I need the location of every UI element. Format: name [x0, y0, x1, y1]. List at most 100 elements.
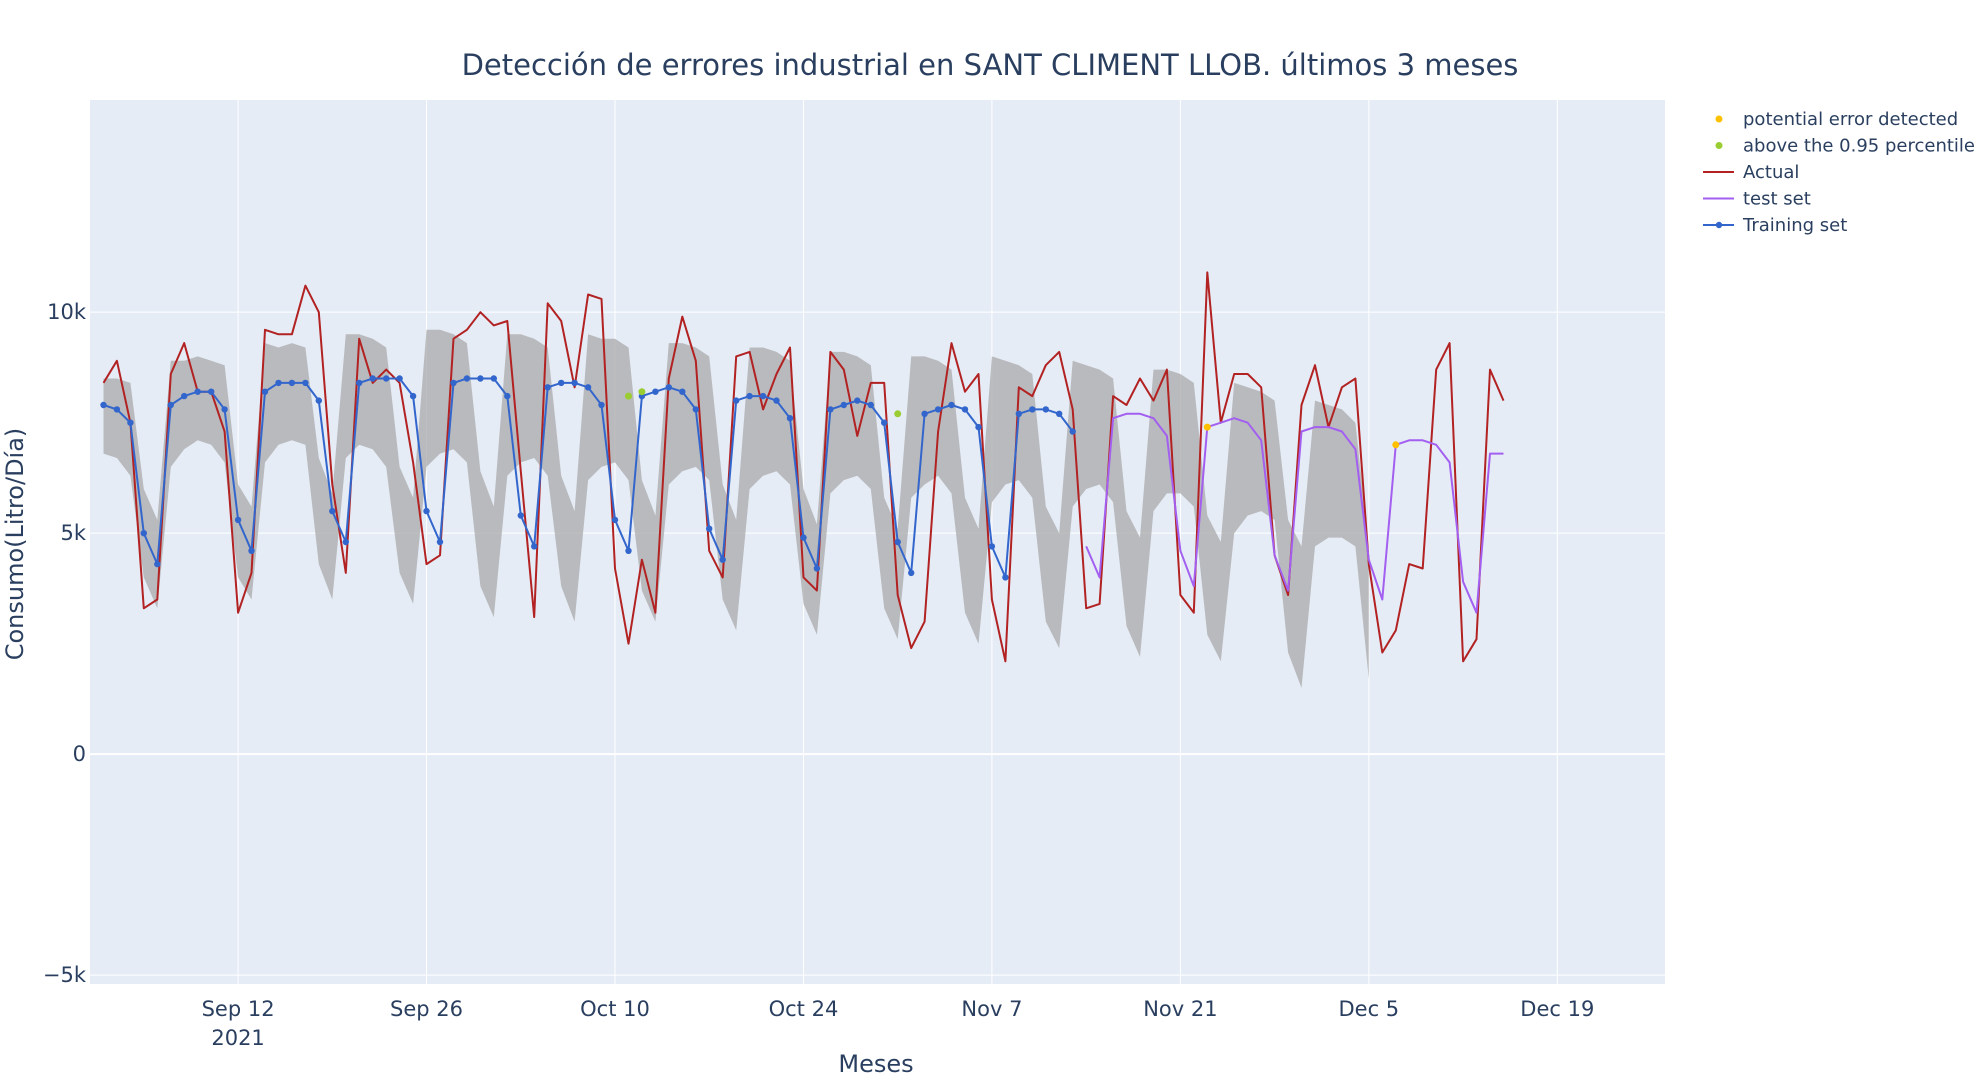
- x-tick-label: Nov 21: [1143, 997, 1217, 1021]
- training-point: [302, 379, 309, 387]
- training-point: [127, 419, 134, 426]
- training-point: [867, 401, 874, 409]
- training-point: [463, 375, 471, 382]
- above-percentile-point: [894, 410, 902, 418]
- y-tick-label: 0: [73, 742, 86, 766]
- legend-item[interactable]: potential error detected: [1715, 109, 1959, 130]
- y-tick-label: 10k: [47, 300, 87, 324]
- x-tick-label: Oct 24: [769, 997, 839, 1021]
- training-point: [1069, 428, 1076, 435]
- training-point: [1042, 406, 1050, 413]
- training-point: [584, 384, 592, 391]
- legend-item[interactable]: above the 0.95 percentile: [1715, 136, 1976, 157]
- training-point: [140, 530, 147, 537]
- legend-label: test set: [1743, 189, 1811, 210]
- training-point: [813, 565, 821, 572]
- legend-item[interactable]: Training set: [1703, 215, 1847, 236]
- y-tick-label: −5k: [43, 963, 87, 987]
- training-point: [409, 392, 417, 400]
- training-point: [773, 397, 780, 404]
- legend[interactable]: potential error detected above the 0.95 p…: [1703, 109, 1975, 236]
- test-set-line: [1085, 412, 1504, 614]
- training-point: [1056, 410, 1063, 417]
- training-point: [598, 401, 605, 409]
- training-point: [961, 406, 969, 413]
- training-point: [1015, 410, 1022, 417]
- training-point: [329, 507, 336, 515]
- training-point: [113, 406, 121, 413]
- training-point: [854, 397, 861, 404]
- training-point: [396, 375, 403, 382]
- training-point: [679, 388, 686, 395]
- training-point: [234, 516, 242, 524]
- training-point: [450, 379, 457, 387]
- training-point: [436, 538, 444, 546]
- training-point: [1029, 406, 1036, 413]
- training-point: [181, 392, 188, 400]
- training-point: [342, 538, 349, 546]
- legend-item[interactable]: test set: [1703, 189, 1811, 210]
- x-tick-label: Dec 19: [1520, 997, 1594, 1021]
- training-point: [221, 406, 228, 413]
- training-point: [261, 388, 269, 395]
- chart-title: Detección de errores industrial en SANT …: [462, 48, 1519, 82]
- training-point: [154, 560, 161, 568]
- training-point: [194, 388, 201, 395]
- x-tick-year-label: 2021: [211, 1026, 264, 1050]
- training-point: [827, 406, 834, 413]
- above-percentile-point: [638, 388, 646, 396]
- training-point: [423, 507, 430, 515]
- training-point: [477, 375, 484, 382]
- legend-dot-icon: [1715, 115, 1723, 123]
- training-point: [100, 401, 107, 409]
- training-point: [800, 534, 807, 541]
- training-point: [356, 379, 363, 387]
- legend-label: potential error detected: [1743, 109, 1958, 130]
- training-point: [531, 543, 538, 550]
- training-point: [665, 384, 672, 391]
- training-point: [908, 569, 915, 577]
- training-point: [517, 512, 524, 519]
- x-tick-label: Sep 12: [202, 997, 275, 1021]
- training-point: [315, 397, 322, 404]
- legend-label: Training set: [1742, 215, 1847, 236]
- series-layer: [100, 271, 1505, 688]
- training-point: [733, 397, 740, 404]
- training-point: [490, 375, 497, 382]
- training-point: [625, 547, 632, 554]
- x-tick-label: Oct 10: [580, 997, 650, 1021]
- training-point: [544, 384, 551, 391]
- training-point: [759, 392, 767, 400]
- training-point: [692, 406, 699, 413]
- actual-series-line: [102, 271, 1505, 663]
- training-point: [248, 547, 255, 554]
- legend-item[interactable]: Actual: [1703, 162, 1799, 183]
- training-point: [369, 375, 376, 382]
- training-point: [948, 401, 955, 409]
- training-point: [558, 379, 565, 387]
- training-point: [988, 543, 996, 550]
- training-point: [167, 401, 174, 409]
- training-point: [894, 538, 901, 546]
- training-point: [1002, 574, 1009, 581]
- x-tick-label: Dec 5: [1339, 997, 1400, 1021]
- training-point: [275, 379, 282, 387]
- x-tick-label: Sep 26: [390, 997, 463, 1021]
- y-axis-title: Consumo(Litro/Día): [1, 428, 29, 661]
- training-point: [288, 379, 296, 387]
- potential-error-point: [1203, 423, 1211, 431]
- legend-label: above the 0.95 percentile: [1743, 136, 1975, 157]
- training-point: [934, 406, 942, 413]
- training-point: [975, 423, 982, 431]
- confidence-band: [103, 329, 1369, 688]
- training-point: [921, 410, 928, 417]
- training-point: [383, 375, 390, 382]
- training-point: [611, 516, 619, 524]
- training-point: [881, 419, 888, 426]
- training-point: [746, 392, 753, 400]
- legend-dot-icon: [1715, 221, 1723, 229]
- x-tick-label: Nov 7: [961, 997, 1022, 1021]
- legend-label: Actual: [1743, 162, 1799, 183]
- training-point: [719, 556, 726, 563]
- training-point: [706, 525, 713, 532]
